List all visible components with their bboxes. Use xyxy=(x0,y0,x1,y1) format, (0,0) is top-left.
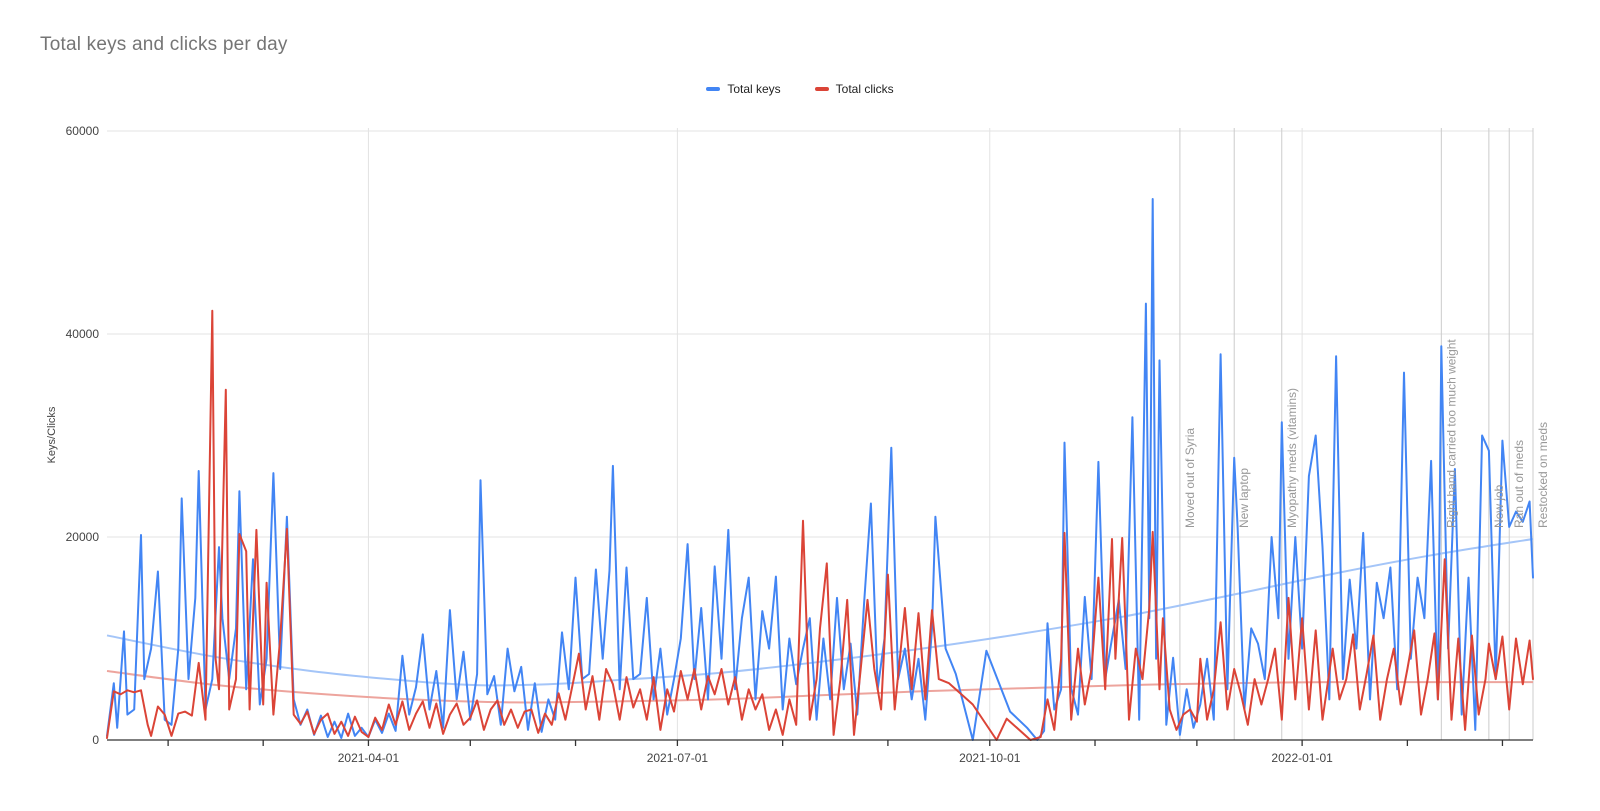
legend: Total keys Total clicks xyxy=(0,82,1600,96)
series-line-total-keys xyxy=(106,198,1534,741)
x-tick-label: 2021-04-01 xyxy=(338,751,400,765)
trendline-keys xyxy=(106,538,1534,687)
annotation-label: Ran out of meds xyxy=(1512,440,1526,528)
legend-swatch-clicks xyxy=(814,87,829,91)
x-tick-label: 2021-07-01 xyxy=(647,751,709,765)
legend-item-total-clicks: Total clicks xyxy=(814,82,894,96)
annotation-label: Restocked on meds xyxy=(1536,422,1550,528)
annotation-label: Moved out of Syria xyxy=(1183,428,1197,528)
legend-label-clicks: Total clicks xyxy=(835,82,894,96)
y-tick-label: 0 xyxy=(92,733,99,747)
chart-title: Total keys and clicks per day xyxy=(40,34,288,55)
series-line-total-clicks xyxy=(106,309,1534,741)
trendline-clicks xyxy=(106,669,1533,704)
y-tick-label: 20000 xyxy=(66,530,100,544)
x-tick-label: 2022-01-01 xyxy=(1271,751,1333,765)
annotation-label: New job xyxy=(1492,484,1506,528)
y-tick-label: 40000 xyxy=(66,327,100,341)
annotation-label: Myopathy meds (vitamins) xyxy=(1285,388,1299,528)
legend-item-total-keys: Total keys xyxy=(706,82,781,96)
legend-swatch-keys xyxy=(706,87,721,91)
annotation-label: Right hand carried too much weight xyxy=(1444,339,1458,528)
y-tick-label: 60000 xyxy=(66,124,100,138)
annotation-label: New laptop xyxy=(1237,468,1251,528)
legend-label-keys: Total keys xyxy=(727,82,781,96)
x-tick-label: 2021-10-01 xyxy=(959,751,1021,765)
